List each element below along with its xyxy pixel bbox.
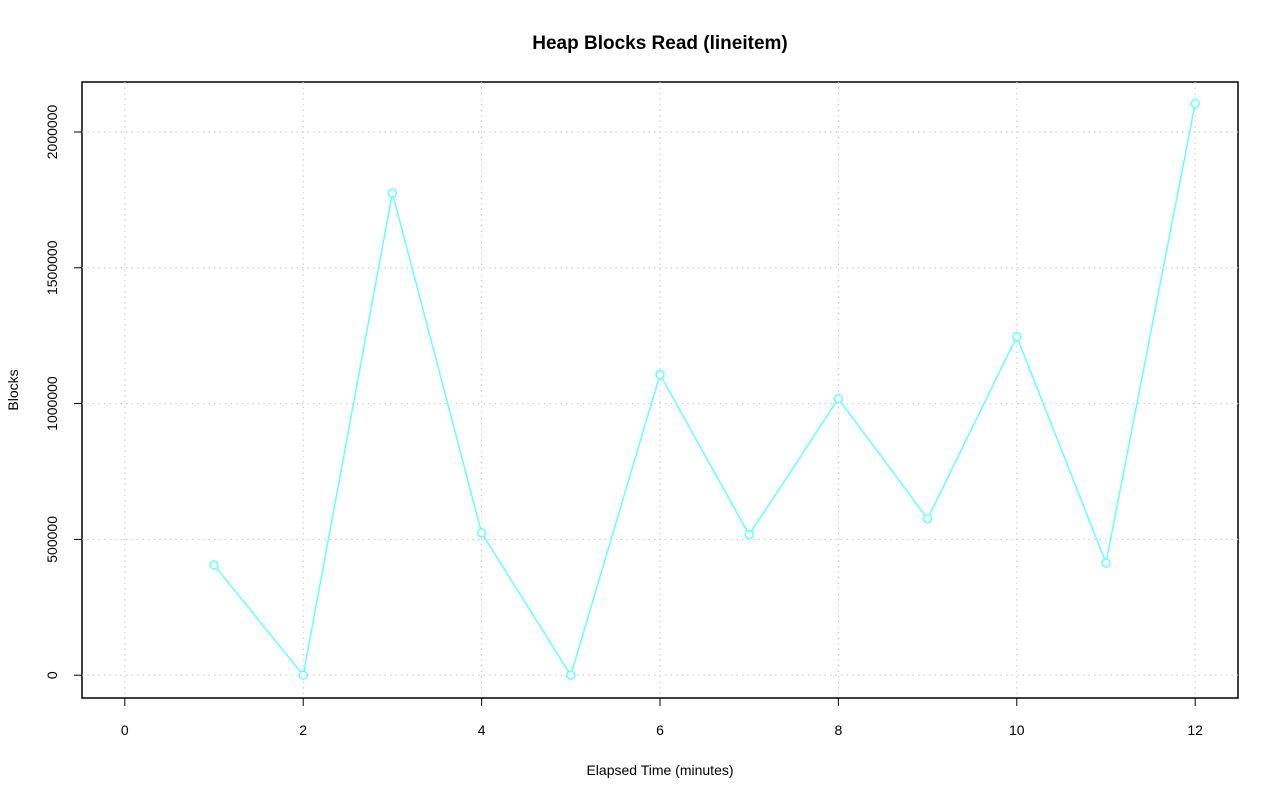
x-tick-label: 10 <box>1009 722 1025 738</box>
point <box>566 670 576 680</box>
y-tick-label: 1500000 <box>44 240 60 295</box>
x-tick-label: 2 <box>299 722 307 738</box>
point <box>1012 331 1022 342</box>
y-tick-label: 0 <box>44 671 60 679</box>
chart-title: Heap Blocks Read (lineitem) <box>532 33 788 54</box>
point <box>387 188 398 198</box>
y-tick-label: 2000000 <box>44 105 60 160</box>
x-tick-label: 4 <box>478 722 486 738</box>
x-tick-label: 6 <box>656 722 664 738</box>
point <box>298 670 308 680</box>
point <box>655 369 665 380</box>
y-tick-label: 500000 <box>44 516 60 563</box>
point <box>209 560 219 570</box>
y-axis-label: Blocks <box>5 369 21 410</box>
x-tick-label: 0 <box>121 722 129 738</box>
point <box>1101 558 1111 568</box>
point <box>476 528 487 538</box>
y-tick-label: 1000000 <box>44 376 60 431</box>
x-tick-label: 12 <box>1187 722 1203 738</box>
point <box>1190 98 1200 109</box>
series-line <box>213 103 1196 677</box>
point <box>833 393 844 404</box>
point <box>922 513 933 524</box>
x-axis-label: Elapsed Time (minutes) <box>586 762 733 778</box>
point <box>744 530 754 540</box>
x-tick-label: 8 <box>834 722 842 738</box>
